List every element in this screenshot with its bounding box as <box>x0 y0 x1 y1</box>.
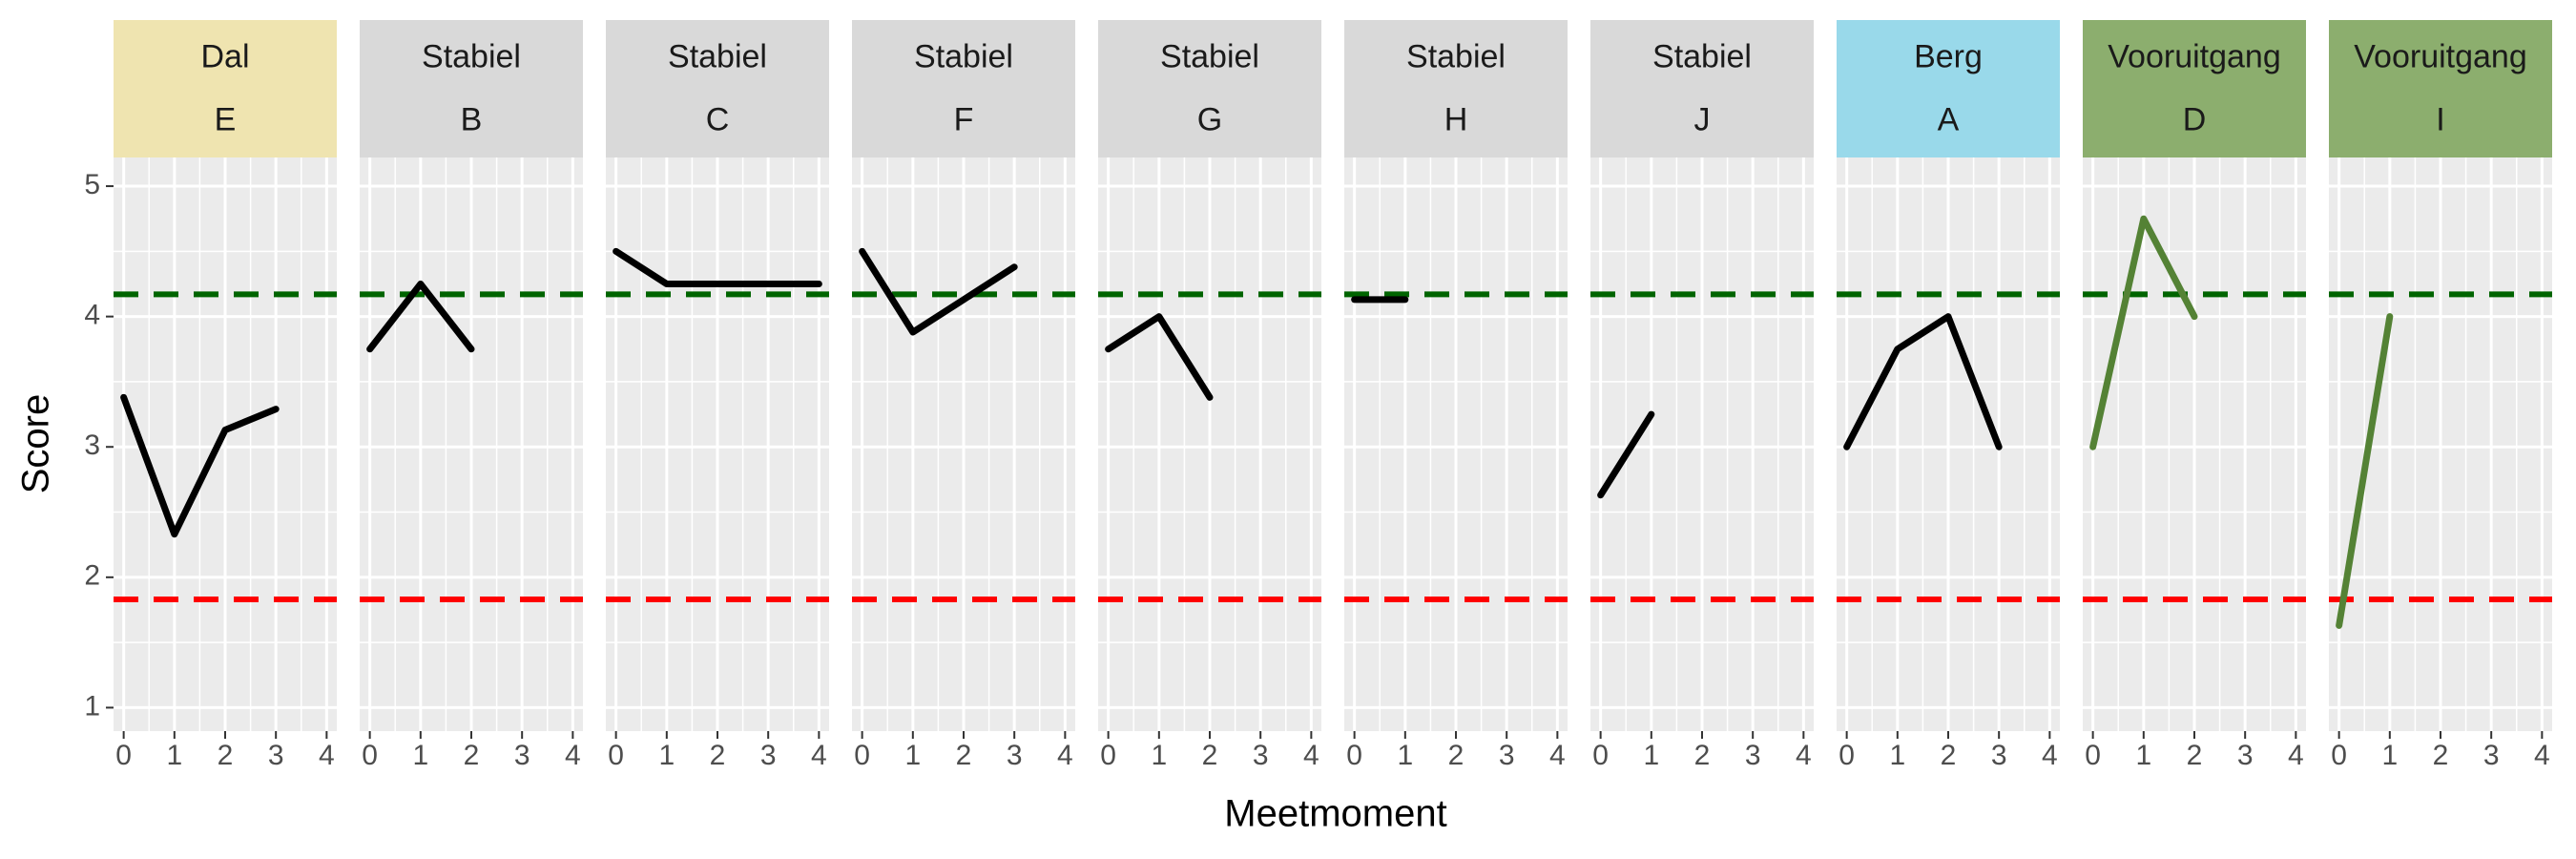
strip-group: Stabiel <box>914 38 1013 74</box>
x-tick-label: 1 <box>1397 740 1413 771</box>
strip <box>1837 20 2060 157</box>
y-tick-label: 1 <box>84 690 100 722</box>
x-tick-label: 3 <box>1007 740 1023 771</box>
x-tick-label: 0 <box>854 740 870 771</box>
strip <box>1590 20 1814 157</box>
strip <box>1344 20 1568 157</box>
strip-label: F <box>954 102 974 138</box>
series-line <box>1597 410 1655 499</box>
x-tick-label: 4 <box>2042 740 2058 771</box>
y-tick-label: 5 <box>84 169 100 200</box>
strip <box>360 20 583 157</box>
series-line <box>120 393 280 538</box>
x-tick-label: 1 <box>1643 740 1659 771</box>
strip-label: I <box>2436 102 2444 138</box>
strip-group: Berg <box>1914 38 1983 74</box>
x-tick-label: 2 <box>218 740 234 771</box>
strip-label: J <box>1694 102 1711 138</box>
x-tick-label: 3 <box>2237 740 2254 771</box>
series-line <box>2336 313 2394 629</box>
strip <box>606 20 829 157</box>
x-tick-label: 4 <box>811 740 827 771</box>
series-line <box>2089 215 2198 450</box>
strip-label: G <box>1197 102 1222 138</box>
strip <box>1098 20 1321 157</box>
x-tick-label: 0 <box>1839 740 1855 771</box>
x-tick-label: 4 <box>1549 740 1566 771</box>
x-tick-label: 1 <box>904 740 921 771</box>
x-tick-label: 1 <box>1889 740 1905 771</box>
series-line <box>366 280 475 353</box>
x-tick-label: 1 <box>1151 740 1167 771</box>
x-tick-label: 2 <box>2187 740 2203 771</box>
strip-group: Stabiel <box>1652 38 1752 74</box>
x-tick-label: 3 <box>1745 740 1761 771</box>
x-tick-label: 1 <box>2381 740 2398 771</box>
x-tick-label: 1 <box>658 740 675 771</box>
y-tick-label: 3 <box>84 430 100 461</box>
strip-label: C <box>706 102 730 138</box>
x-tick-label: 2 <box>710 740 726 771</box>
x-tick-label: 2 <box>1694 740 1711 771</box>
x-tick-label: 0 <box>2331 740 2347 771</box>
x-tick-label: 2 <box>1202 740 1218 771</box>
x-tick-label: 4 <box>1057 740 1073 771</box>
strip-label: E <box>215 102 237 138</box>
strip-group: Vooruitgang <box>2354 38 2527 74</box>
x-tick-label: 1 <box>166 740 182 771</box>
x-tick-label: 2 <box>956 740 972 771</box>
series-line <box>613 247 822 287</box>
strip-group: Stabiel <box>1160 38 1259 74</box>
x-tick-label: 0 <box>2085 740 2101 771</box>
strip-group: Stabiel <box>1406 38 1506 74</box>
x-tick-label: 3 <box>1499 740 1515 771</box>
strip <box>2083 20 2306 157</box>
y-tick-label: 2 <box>84 560 100 592</box>
x-tick-label: 4 <box>565 740 581 771</box>
x-tick-label: 0 <box>1346 740 1362 771</box>
strip <box>2329 20 2552 157</box>
strip-group: Dal <box>200 38 249 74</box>
strip <box>114 20 337 157</box>
series-line <box>1105 313 1214 401</box>
x-tick-label: 4 <box>2288 740 2304 771</box>
x-tick-label: 3 <box>1253 740 1269 771</box>
strip-label: A <box>1938 102 1960 138</box>
x-tick-label: 4 <box>2534 740 2550 771</box>
strip-label: B <box>461 102 483 138</box>
x-tick-label: 2 <box>1941 740 1957 771</box>
series-line <box>1843 313 2003 450</box>
x-tick-label: 0 <box>362 740 378 771</box>
x-tick-label: 4 <box>1303 740 1319 771</box>
x-tick-label: 0 <box>608 740 624 771</box>
x-tick-label: 3 <box>760 740 777 771</box>
y-tick-label: 4 <box>84 300 100 331</box>
x-tick-label: 4 <box>1796 740 1812 771</box>
x-tick-label: 2 <box>2433 740 2449 771</box>
x-tick-label: 0 <box>1592 740 1609 771</box>
x-tick-label: 4 <box>319 740 335 771</box>
x-tick-label: 0 <box>1100 740 1116 771</box>
x-tick-label: 3 <box>268 740 284 771</box>
x-tick-label: 2 <box>464 740 480 771</box>
x-tick-label: 3 <box>1991 740 2007 771</box>
x-tick-label: 1 <box>412 740 428 771</box>
strip-group: Stabiel <box>668 38 767 74</box>
series-line <box>859 247 1018 336</box>
x-tick-label: 3 <box>2483 740 2500 771</box>
y-axis-label: Score <box>15 394 57 494</box>
x-axis-label: Meetmoment <box>1224 793 1446 835</box>
strip <box>852 20 1075 157</box>
x-tick-label: 0 <box>115 740 132 771</box>
x-tick-label: 1 <box>2135 740 2151 771</box>
strip-label: D <box>2183 102 2207 138</box>
x-tick-label: 2 <box>1448 740 1465 771</box>
strip-group: Vooruitgang <box>2108 38 2281 74</box>
strip-group: Stabiel <box>422 38 521 74</box>
x-tick-label: 3 <box>514 740 530 771</box>
strip-label: H <box>1444 102 1468 138</box>
